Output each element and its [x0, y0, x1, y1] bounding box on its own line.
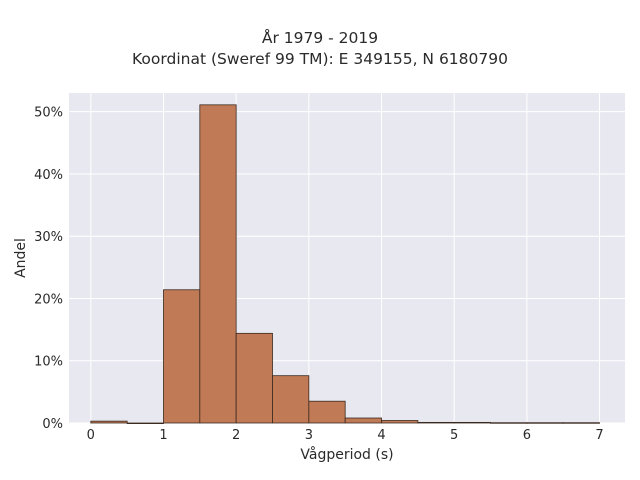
- x-tick-label: 1: [159, 428, 167, 443]
- chart-title-line-1: År 1979 - 2019: [261, 29, 379, 47]
- y-tick-labels: 0% 10% 20% 30% 40% 50%: [34, 106, 63, 432]
- histogram-bar: [417, 421, 455, 424]
- histogram-bar: [526, 422, 564, 424]
- x-tick-label: 6: [523, 428, 531, 443]
- histogram-bar: [235, 332, 273, 424]
- x-tick-label: 5: [450, 428, 458, 443]
- histogram-bar: [453, 421, 491, 424]
- histogram-bar: [272, 375, 310, 424]
- x-tick-label: 2: [232, 428, 240, 443]
- histogram-bar: [308, 400, 346, 424]
- x-axis-label: Vågperiod (s): [300, 447, 394, 463]
- x-tick-label: 7: [595, 428, 603, 443]
- y-tick-label: 50%: [34, 106, 63, 121]
- x-tick-label: 4: [377, 428, 385, 443]
- histogram-bar: [163, 289, 201, 424]
- y-tick-label: 30%: [34, 230, 63, 245]
- x-tick-label: 3: [305, 428, 313, 443]
- histogram-bar: [90, 420, 128, 424]
- histogram-bar: [126, 422, 164, 425]
- x-tick-labels: 0 1 2 3 4 5 6 7: [87, 428, 604, 443]
- x-tick-label: 0: [87, 428, 95, 443]
- histogram-bars: [90, 104, 600, 425]
- histogram-bar: [199, 104, 237, 424]
- y-tick-label: 20%: [34, 292, 63, 307]
- histogram-bar: [381, 420, 419, 424]
- histogram-bar: [490, 422, 528, 424]
- y-tick-label: 40%: [34, 168, 63, 183]
- y-axis-label: Andel: [13, 238, 29, 278]
- y-tick-label: 10%: [34, 355, 63, 370]
- histogram-bar: [562, 422, 600, 424]
- chart-title-line-2: Koordinat (Sweref 99 TM): E 349155, N 61…: [132, 50, 508, 68]
- histogram-bar: [344, 417, 382, 424]
- plot-background: [69, 93, 625, 423]
- y-tick-label: 0%: [42, 417, 63, 432]
